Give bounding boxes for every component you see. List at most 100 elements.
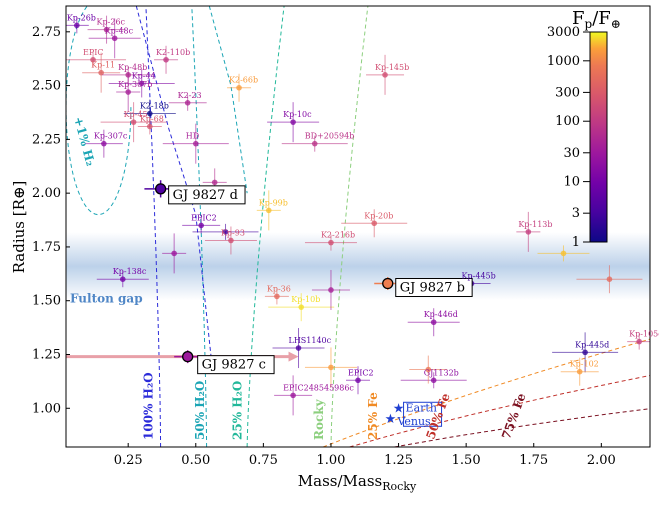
- point-13: [101, 140, 107, 147]
- point-18: [328, 239, 334, 246]
- curve-2: [246, 6, 285, 447]
- h2-envelope-curve: [66, 6, 132, 216]
- point-27: [430, 377, 437, 384]
- point-6-label: Kp-48b: [118, 63, 147, 72]
- point-5-label: Kp-11: [91, 61, 115, 70]
- h2-envelope-label: +1% H₂: [71, 115, 98, 167]
- gj9827-2-marker: [154, 183, 167, 195]
- curve-4: [322, 338, 650, 447]
- x-tick-label-5: 1.50: [452, 453, 481, 468]
- point-36: [274, 293, 280, 300]
- point-31: [298, 304, 305, 310]
- cbar-tick-label-7: 3000: [547, 25, 580, 40]
- point-35: [192, 140, 199, 147]
- point-3-label: EPIC: [83, 48, 104, 57]
- point-25: [576, 368, 583, 375]
- point-25-label: Kp-102: [570, 360, 599, 369]
- gj9827-2-label-box: [168, 185, 246, 205]
- point-4: [163, 56, 169, 63]
- point-15-label: BD+20594b: [305, 132, 355, 141]
- fulton-gap-band: [66, 232, 650, 301]
- point-43: [606, 276, 613, 283]
- colorbar-ticks: 1 3 10 30 100 300 1000 3000: [547, 25, 590, 250]
- x-tick-label-7: 2.00: [587, 453, 616, 468]
- point-20-label: Kp-113b: [518, 220, 552, 229]
- x-axis-label: Mass/MassRocky: [298, 472, 417, 493]
- point-12-label: Kp-68: [140, 114, 164, 123]
- colorbar-gradient: [589, 31, 608, 243]
- point-0: [74, 22, 80, 29]
- point-16: [236, 84, 242, 91]
- point-18-label: K2-216b: [321, 231, 355, 240]
- gj9827-0-label: GJ 9827 b: [400, 281, 465, 296]
- point-5: [98, 69, 104, 76]
- point-13-label: Kp-307c: [94, 132, 128, 141]
- point-9-label: K2-23: [178, 91, 202, 100]
- curve-label-0: 100% H₂O: [142, 372, 156, 440]
- point-11-label: Kp-45: [124, 110, 148, 119]
- point-22: [430, 319, 437, 326]
- point-15: [311, 140, 318, 147]
- point-33: [198, 222, 204, 229]
- y-tick-label-0: 1.00: [32, 401, 61, 416]
- point-23: [582, 349, 588, 356]
- curve-5: [349, 374, 650, 447]
- x-tick-label-2: 0.75: [249, 453, 278, 468]
- point-12: [147, 123, 153, 130]
- plot-frame: [65, 5, 651, 448]
- point-10: [147, 110, 153, 117]
- point-7-label: Kp-44: [132, 71, 156, 80]
- point-37: [425, 366, 432, 373]
- y-tick-label-7: 2.75: [32, 25, 61, 40]
- point-44: [171, 250, 177, 257]
- data-points: [66, 15, 650, 416]
- point-32: [265, 207, 272, 214]
- point-35-label: HD: [186, 132, 199, 141]
- cbar-tick-label-5: 300: [555, 85, 580, 100]
- point-24-label: Kp-105c: [629, 330, 659, 339]
- point-26-label: LHS1140c: [289, 336, 332, 345]
- point-42: [560, 250, 567, 257]
- point-2: [111, 35, 118, 42]
- cbar-tick-label-2: 10: [563, 175, 580, 190]
- gj9827-1-label-box: [197, 355, 275, 375]
- curve-label-2: 25% H₂O: [231, 381, 245, 440]
- point-29: [290, 392, 296, 399]
- colorbar-title: Fp/F⊕: [572, 8, 621, 31]
- y-tick-label-4: 2.00: [32, 186, 61, 201]
- gj9827-0-label-box: [395, 278, 473, 298]
- point-28-label: EPIC2: [348, 368, 374, 377]
- gj9827-2-label: GJ 9827 d: [173, 188, 238, 203]
- x-tick-label-3: 1.00: [316, 453, 345, 468]
- water-curve-top: [135, 6, 213, 366]
- point-24: [636, 338, 642, 345]
- point-1: [103, 26, 110, 33]
- point-30-label: Kp-138c: [113, 267, 147, 276]
- point-8-label: Kp-307b: [118, 80, 152, 89]
- point-10-label: K2-18b: [140, 102, 169, 111]
- cbar-tick-label-4: 100: [555, 114, 580, 129]
- colorbar: Fp/F⊕ 1 3 10 30 100 300 1000 3000: [547, 8, 621, 250]
- x-axis-label-sub: Rocky: [382, 480, 417, 493]
- x-tick-label-4: 1.25: [384, 453, 413, 468]
- point-41: [328, 287, 334, 293]
- gj9827-1-marker: [182, 350, 194, 363]
- y-tick-label-6: 2.50: [32, 79, 61, 94]
- point-7: [138, 80, 145, 87]
- water50-curve-top: [208, 6, 248, 194]
- point-26: [295, 345, 302, 351]
- curve-3: [330, 6, 369, 447]
- point-2-label: Kp-48c: [105, 26, 134, 35]
- point-19-label: Kp-20b: [364, 211, 393, 220]
- axes: 0.25 0.50 0.75 1.00 1.25 1.50 1.75 2.00 1.00 1.25…: [32, 25, 616, 468]
- point-17-label: Kp-145b: [375, 63, 409, 72]
- y-tick-label-5: 2.25: [32, 132, 61, 147]
- point-14-label: Kp-10c: [283, 110, 312, 119]
- point-19: [371, 220, 378, 227]
- point-27-label: GJ1132b: [424, 368, 459, 377]
- point-21-label: Kp-445b: [462, 272, 496, 281]
- y-tick-label-2: 1.50: [32, 294, 61, 309]
- point-40: [211, 179, 218, 186]
- fulton-gap-label: Fulton gap: [70, 291, 143, 305]
